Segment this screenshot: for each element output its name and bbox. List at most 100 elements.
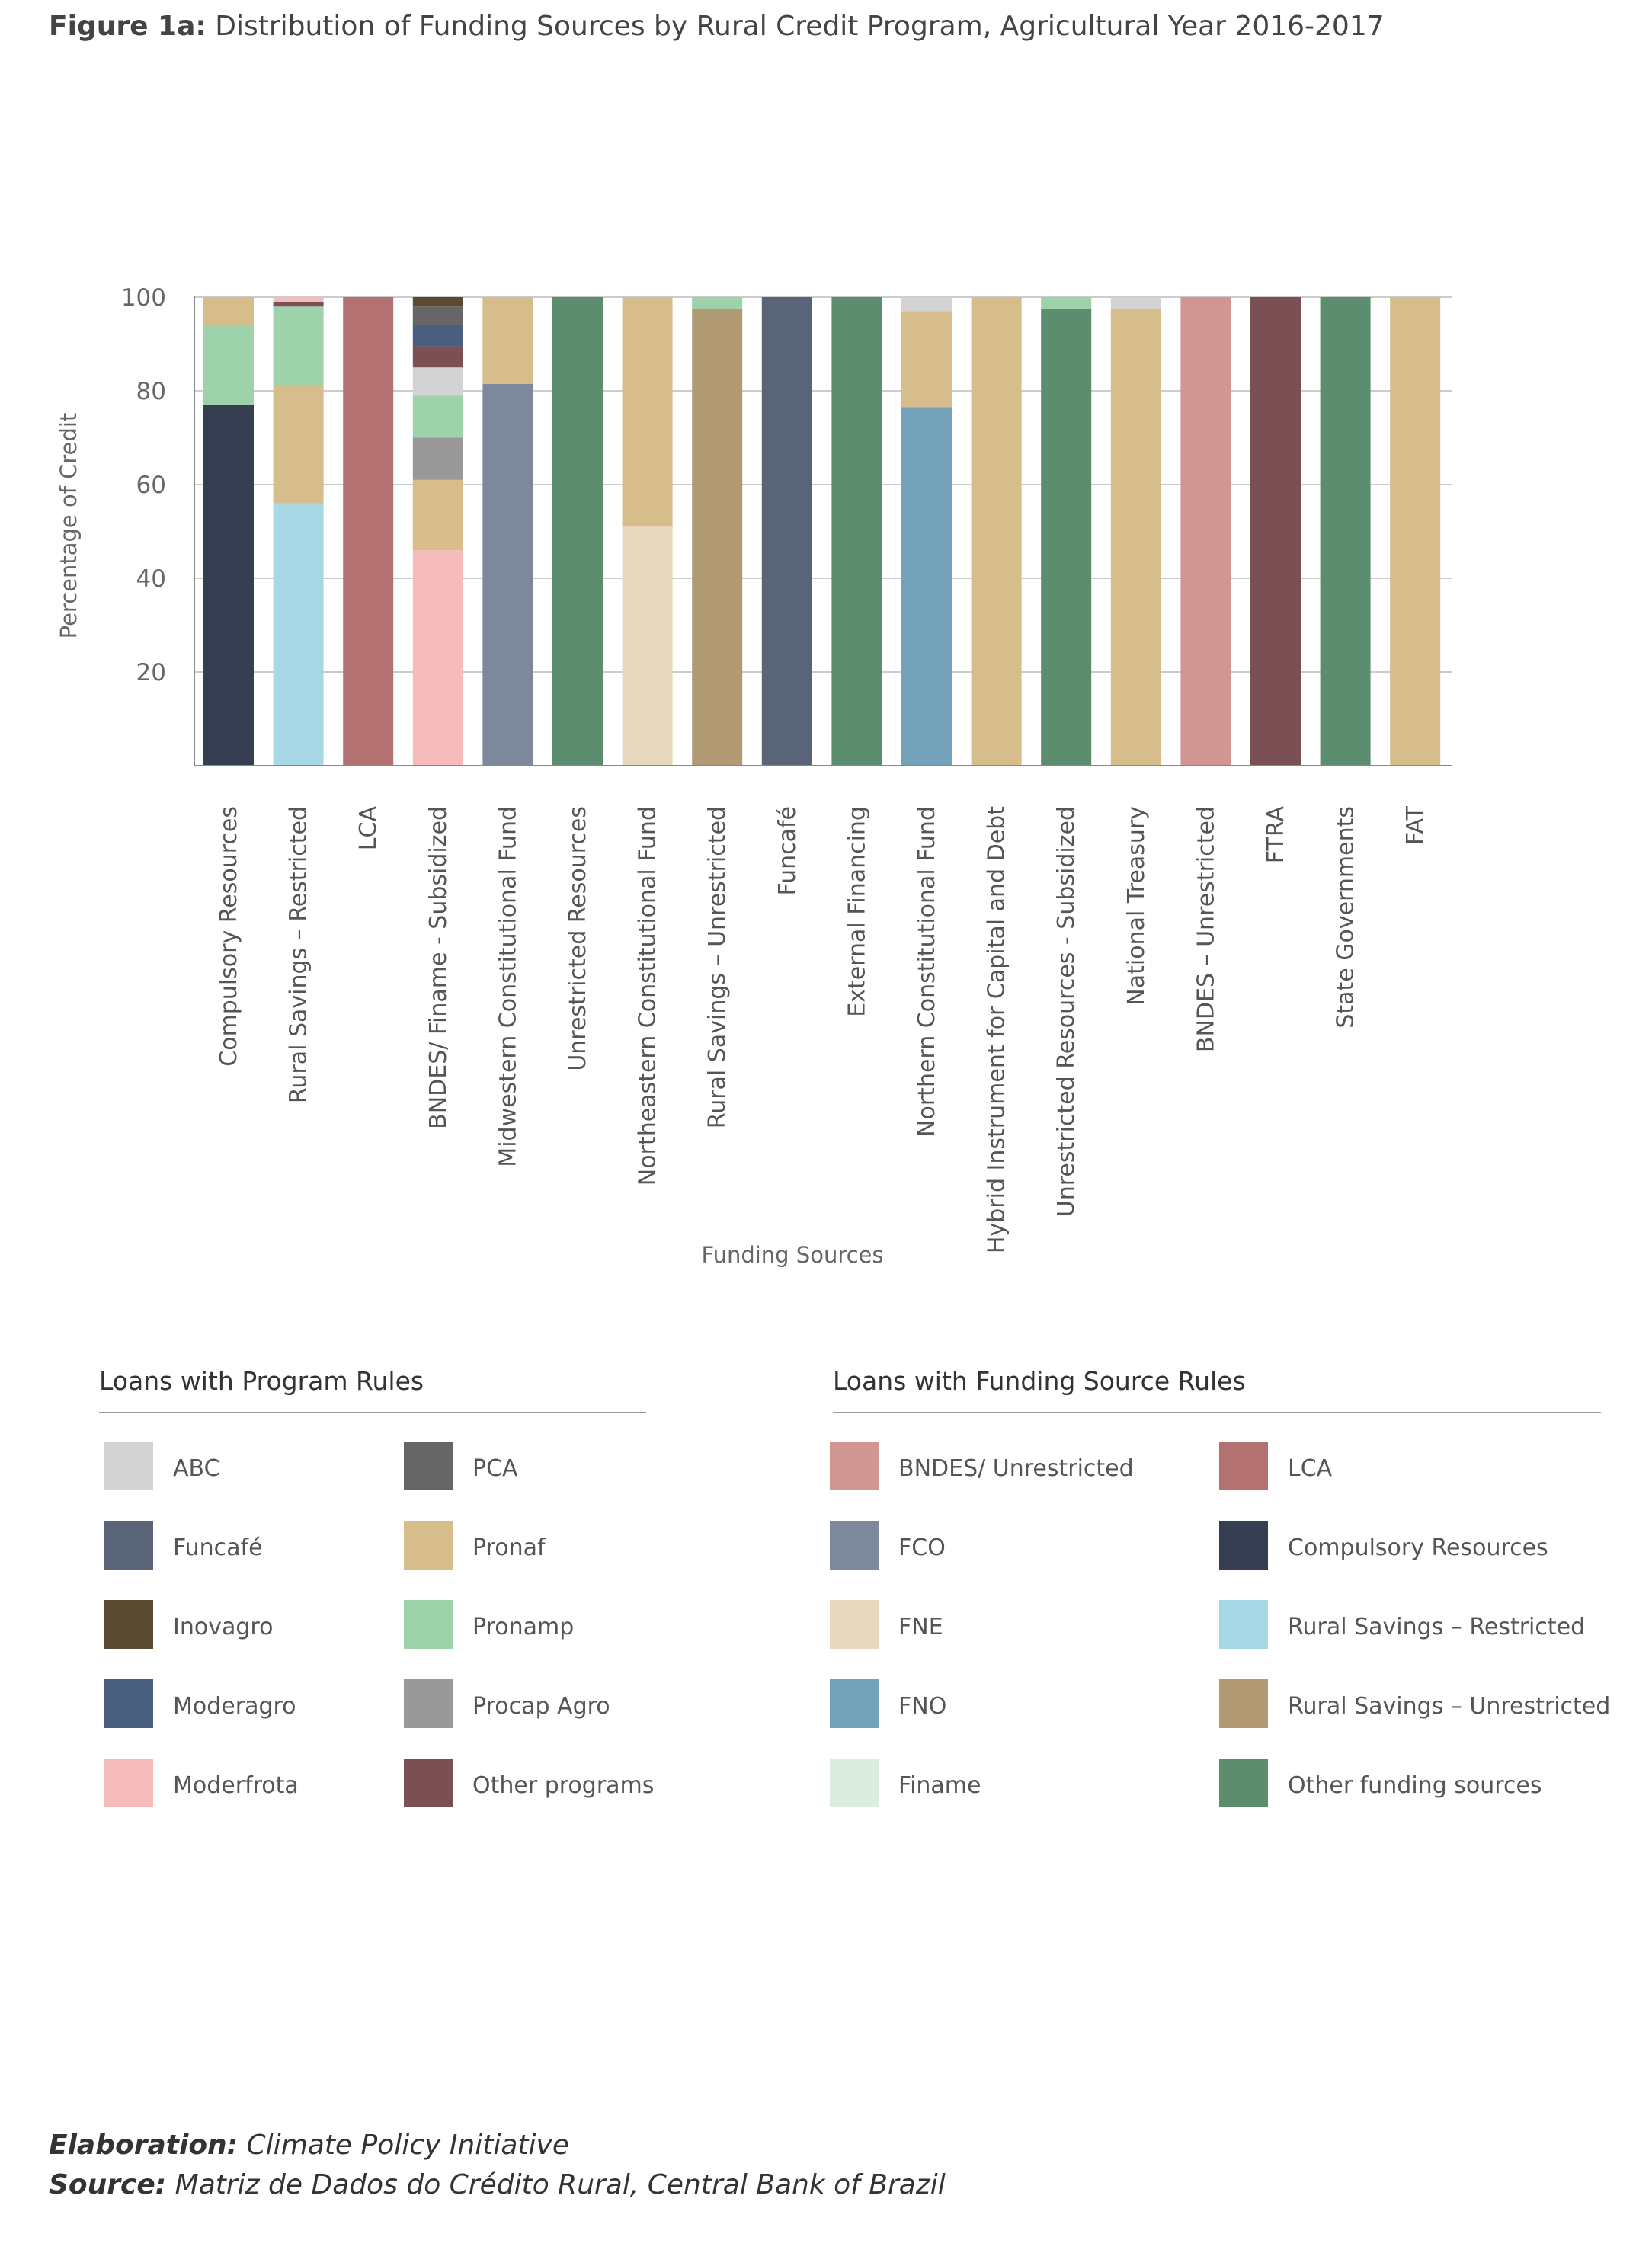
bar-segment [692, 297, 743, 309]
legend-swatch [830, 1679, 879, 1728]
legend-swatch [404, 1442, 453, 1490]
x-tick-label: Unrestricted Resources - Subsidized [1053, 806, 1080, 1217]
legend-label: Pronaf [472, 1535, 546, 1561]
bars [203, 297, 1441, 766]
source-text: Matriz de Dados do Crédito Rural, Centra… [174, 2169, 946, 2200]
bar-segment [203, 325, 254, 405]
bar-segment [412, 550, 463, 766]
x-tick-label: FAT [1402, 805, 1429, 845]
bar-segment [1041, 309, 1092, 766]
x-tick-labels: Compulsory Resources Rural Savings – Rest… [216, 805, 1429, 1253]
legend-swatch [404, 1759, 453, 1807]
bar-segment [412, 367, 463, 396]
bar-segment [692, 309, 743, 766]
legend-program-rule [99, 1412, 646, 1413]
x-tick-label: National Treasury [1123, 806, 1150, 1006]
bar-segment [412, 325, 463, 347]
legend-funding-title: Loans with Funding Source Rules [833, 1366, 1246, 1396]
footer: Elaboration: Climate Policy Initiative S… [49, 2126, 946, 2205]
legend-swatch [404, 1521, 453, 1570]
x-tick-label: LCA [355, 806, 382, 851]
legend-swatch [1219, 1442, 1268, 1490]
bar-segment [622, 297, 673, 527]
legend-label: PCA [472, 1455, 518, 1482]
legend-swatch [1219, 1759, 1268, 1807]
x-tick-label: Hybrid Instrument for Capital and Debt [984, 806, 1010, 1253]
x-tick-label: Northern Constitutional Fund [914, 806, 940, 1137]
x-tick-label: Midwestern Constitutional Fund [495, 806, 521, 1167]
x-tick-label: Northeastern Constitutional Fund [635, 806, 661, 1186]
bar-segment [552, 297, 603, 766]
x-tick-label: Funcafé [774, 806, 801, 896]
figure-title: Figure 1a: Distribution of Funding Sourc… [49, 11, 1385, 42]
legend-swatch [104, 1442, 153, 1490]
legend-label: Finame [898, 1772, 981, 1799]
legend-swatch [830, 1759, 879, 1807]
legend-label: Rural Savings – Restricted [1288, 1614, 1586, 1640]
bar-segment [622, 526, 673, 766]
legend-swatch [830, 1600, 879, 1649]
x-tick-label: Unrestricted Resources [565, 806, 591, 1071]
bar-segment [412, 346, 463, 368]
legend-swatch [104, 1759, 153, 1807]
legend-label: FCO [898, 1535, 946, 1561]
legend-swatch [104, 1679, 153, 1728]
legend-label: ABC [173, 1455, 220, 1482]
x-tick-label: External Financing [844, 806, 870, 1017]
bar-segment [273, 302, 324, 307]
x-tick-label: State Governments [1333, 806, 1359, 1029]
legend-swatch [404, 1600, 453, 1649]
bar-segment [273, 306, 324, 386]
bar-segment [273, 503, 324, 766]
stacked-bar-chart: 20 40 60 80 100 Compulsory Resources Rural Sa… [56, 284, 1452, 1268]
legend-swatch [1219, 1521, 1268, 1570]
legend-label: FNO [898, 1693, 947, 1720]
bar-segment [203, 405, 254, 766]
bar-segment [343, 297, 394, 766]
bar-segment [971, 297, 1022, 766]
bar-segment [1180, 297, 1231, 766]
bar-segment [1110, 297, 1161, 309]
axes [194, 296, 1452, 766]
bar-segment [1320, 297, 1371, 766]
source-label: Source: [49, 2169, 167, 2200]
bar-segment [831, 297, 882, 766]
legend-swatch [104, 1600, 153, 1649]
legend-swatch [830, 1442, 879, 1490]
legend-funding-rule [833, 1412, 1601, 1413]
bar-segment [273, 297, 324, 302]
y-tick-label: 60 [136, 472, 166, 499]
y-tick-labels: 20 40 60 80 100 [121, 284, 166, 686]
legend-label: BNDES/ Unrestricted [898, 1455, 1134, 1482]
x-axis-label: Funding Sources [701, 1242, 883, 1268]
source-line: Source: Matriz de Dados do Crédito Rural… [49, 2165, 946, 2205]
bar-segment [482, 297, 533, 384]
legend-label: Other programs [472, 1772, 655, 1799]
bar-segment [273, 386, 324, 504]
bar-segment [901, 407, 952, 766]
legend-label: Procap Agro [472, 1693, 610, 1720]
legend-label: Inovagro [173, 1614, 274, 1640]
x-tick-label: BNDES – Unrestricted [1193, 806, 1219, 1052]
y-tick-label: 100 [121, 284, 166, 312]
gridlines [194, 296, 1452, 673]
elaboration-text: Climate Policy Initiative [246, 2130, 569, 2161]
legend-program-title: Loans with Program Rules [99, 1366, 424, 1396]
legend-swatch [1219, 1600, 1268, 1649]
legend-label: Other funding sources [1288, 1772, 1542, 1799]
legend-swatch [830, 1521, 879, 1570]
bar-segment [482, 383, 533, 766]
legend-swatch [404, 1679, 453, 1728]
bar-segment [412, 395, 463, 438]
bar-segment [412, 297, 463, 307]
figure-title-text: Distribution of Funding Sources by Rural… [215, 11, 1385, 42]
bar-segment [1041, 297, 1092, 309]
legend-label: LCA [1288, 1455, 1333, 1482]
y-tick-label: 80 [136, 378, 166, 405]
legend-swatch [1219, 1679, 1268, 1728]
legend-label: FNE [898, 1614, 943, 1640]
x-tick-label: Compulsory Resources [216, 806, 242, 1067]
bar-segment [1390, 297, 1441, 766]
elaboration-line: Elaboration: Climate Policy Initiative [49, 2126, 946, 2165]
figure-label: Figure 1a: [49, 11, 206, 42]
